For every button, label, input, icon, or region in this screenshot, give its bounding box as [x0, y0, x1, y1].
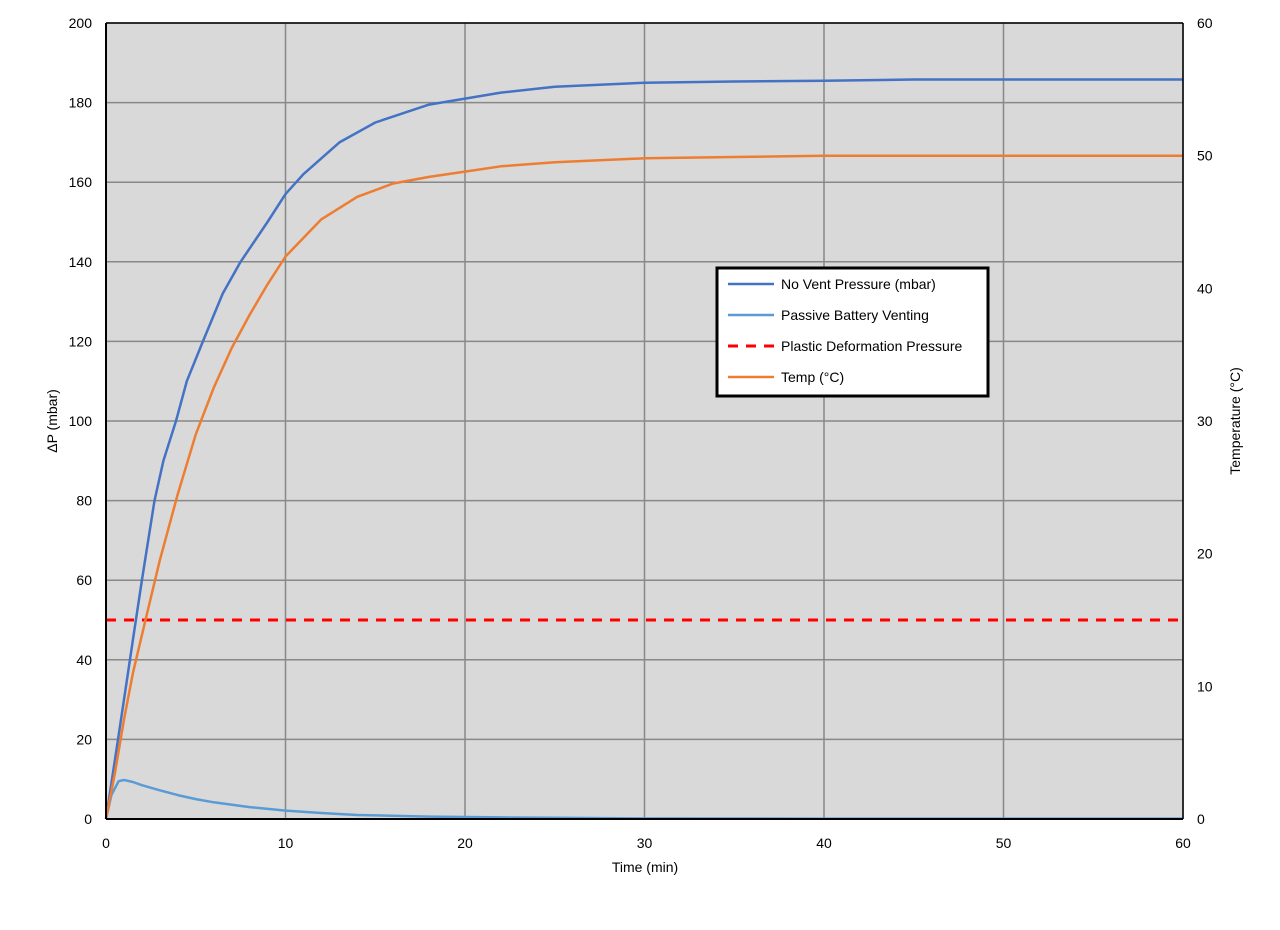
y-tick-label: 20	[76, 731, 92, 747]
legend-label-2: Plastic Deformation Pressure	[781, 338, 963, 354]
legend: No Vent Pressure (mbar) Passive Battery V…	[715, 266, 990, 398]
y-tick-label: 80	[76, 493, 92, 509]
x-tick-label: 60	[1175, 835, 1191, 851]
y2-tick-label: 50	[1197, 148, 1213, 164]
x-tick-label: 40	[816, 835, 832, 851]
y-tick-label: 200	[69, 15, 93, 31]
series-line-1	[104, 778, 1183, 820]
y-tick-label: 0	[84, 811, 92, 827]
y2-axis-label: Temperature (°C)	[1227, 367, 1243, 475]
y-tick-label: 180	[69, 95, 93, 111]
series-group	[104, 78, 1183, 820]
y-tick-label: 120	[69, 333, 93, 349]
legend-label-0: No Vent Pressure (mbar)	[781, 276, 936, 292]
y-tick-label: 140	[69, 254, 93, 270]
x-tick-label: 10	[278, 835, 294, 851]
y2-tick-label: 20	[1197, 546, 1213, 562]
y2-tick-label: 60	[1197, 15, 1213, 31]
series-line-0	[104, 78, 1183, 820]
y-tick-label: 100	[69, 413, 93, 429]
y2-tick-label: 30	[1197, 413, 1213, 429]
y2-tick-label: 40	[1197, 280, 1213, 296]
y-tick-label: 60	[76, 572, 92, 588]
legend-box	[715, 266, 990, 398]
y-axis-label: ΔP (mbar)	[44, 389, 60, 453]
gridlines	[106, 22, 1184, 819]
x-tick-label: 50	[996, 835, 1012, 851]
x-tick-label: 0	[102, 835, 110, 851]
y2-tick-label: 10	[1197, 678, 1213, 694]
x-axis-label: Time (min)	[612, 859, 678, 875]
y-tick-label: 40	[76, 652, 92, 668]
series-line-3	[104, 154, 1183, 820]
legend-label-3: Temp (°C)	[781, 369, 844, 385]
legend-label-1: Passive Battery Venting	[781, 307, 929, 323]
y-tick-label: 160	[69, 174, 93, 190]
axes	[105, 22, 1184, 820]
tick-labels: 0 10 20 30 40 50 60020406080100120140160180200…	[69, 15, 1213, 851]
y2-tick-label: 0	[1197, 811, 1205, 827]
x-tick-label: 20	[457, 835, 473, 851]
x-tick-label: 30	[637, 835, 653, 851]
